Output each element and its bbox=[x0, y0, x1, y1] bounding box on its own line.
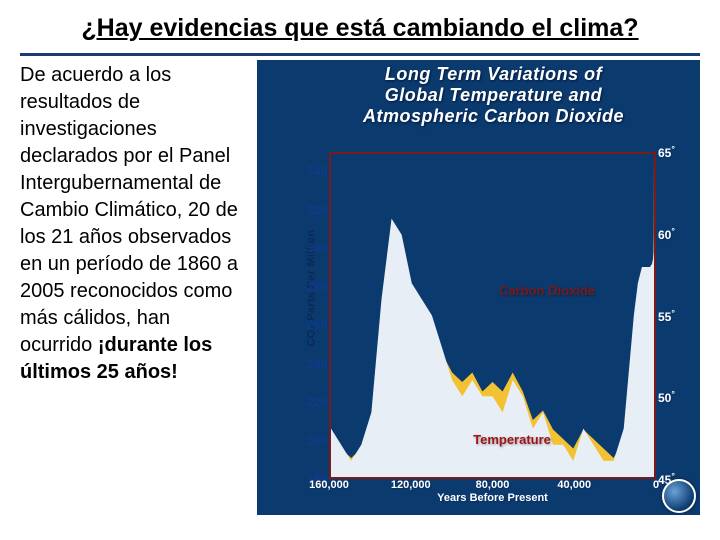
y-left-tick: 260 bbox=[307, 318, 327, 332]
y-left-tick: 300 bbox=[307, 241, 327, 255]
x-tick: 40,000 bbox=[557, 479, 591, 491]
slide-title: ¿Hay evidencias que está cambiando el cl… bbox=[20, 10, 700, 56]
chart-title-line3: Atmospheric Carbon Dioxide bbox=[287, 106, 700, 127]
y-left-axis: 180200220240260280300320340 bbox=[295, 152, 329, 479]
plot-area: Carbon Dioxide Temperature bbox=[329, 152, 656, 479]
y-right-axis: 45°50°55°60°65° bbox=[656, 152, 698, 479]
x-tick: 80,000 bbox=[476, 479, 510, 491]
noaa-logo-icon bbox=[662, 479, 696, 513]
y-right-tick: 50° bbox=[658, 389, 675, 405]
chart-title-line2: Global Temperature and bbox=[287, 85, 700, 106]
chart-title-line1: Long Term Variations of bbox=[287, 64, 700, 85]
temp-series-label: Temperature bbox=[473, 432, 551, 447]
x-axis: Years Before Present 160,000120,00080,00… bbox=[329, 479, 656, 505]
body-text-pre: De acuerdo a los resultados de investiga… bbox=[20, 64, 238, 356]
y-left-tick: 320 bbox=[307, 203, 327, 217]
y-right-tick: 60° bbox=[658, 226, 675, 242]
y-left-tick: 340 bbox=[307, 164, 327, 178]
y-left-tick: 280 bbox=[307, 280, 327, 294]
x-tick: 0 bbox=[653, 479, 659, 491]
body-text: De acuerdo a los resultados de investiga… bbox=[20, 60, 245, 515]
chart-title: Long Term Variations of Global Temperatu… bbox=[287, 60, 700, 152]
chart-panel: Long Term Variations of Global Temperatu… bbox=[257, 60, 700, 515]
chart-svg bbox=[331, 154, 654, 477]
y-left-tick: 220 bbox=[307, 395, 327, 409]
x-tick: 160,000 bbox=[309, 479, 349, 491]
x-axis-label: Years Before Present bbox=[437, 492, 548, 504]
co2-series-label: Carbon Dioxide bbox=[499, 283, 595, 298]
content-row: De acuerdo a los resultados de investiga… bbox=[20, 60, 700, 515]
y-right-tick: 55° bbox=[658, 308, 675, 324]
x-tick: 120,000 bbox=[391, 479, 431, 491]
y-left-tick: 240 bbox=[307, 357, 327, 371]
y-right-tick: 65° bbox=[658, 144, 675, 160]
y-left-tick: 200 bbox=[307, 434, 327, 448]
